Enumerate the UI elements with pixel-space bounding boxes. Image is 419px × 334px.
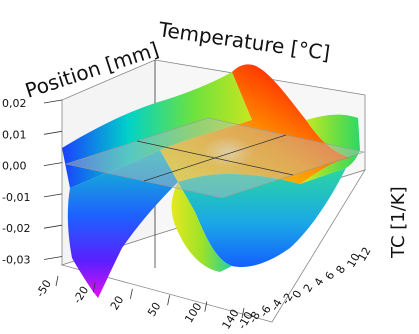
- surface-right-plateau: [300, 114, 360, 184]
- z-tick-mark: [43, 162, 63, 166]
- x-tick-label: 100: [182, 300, 204, 325]
- z-tick-label: 0,02: [2, 97, 27, 110]
- x-tick-mark: [241, 307, 245, 319]
- zero-plane-line: [143, 134, 287, 182]
- z-tick-label: -0,03: [2, 254, 30, 267]
- z-tick-label: -0,01: [2, 191, 30, 204]
- surface-front-edge: [171, 182, 232, 272]
- z-tick-mark: [43, 224, 63, 229]
- z-tick-mark: [43, 130, 63, 135]
- surface-valley: [178, 168, 346, 268]
- x-tick-mark: [130, 288, 133, 299]
- z-tick-mark: [43, 193, 63, 198]
- x-tick-label: 20: [108, 294, 126, 313]
- x-tick-label: -50: [34, 277, 55, 299]
- x-tick-label: -20: [71, 284, 92, 306]
- zero-reference-plane: [64, 117, 366, 199]
- x-tick-label: 50: [145, 300, 163, 319]
- surface-plot: [62, 64, 360, 298]
- x-tick-mark: [92, 282, 96, 293]
- x-tick-mark: [55, 275, 59, 287]
- surface-back-left: [62, 72, 252, 188]
- x-tick-mark: [167, 295, 170, 306]
- z-tick-mark: [43, 256, 63, 260]
- z-axis-label: TC [1/K]: [388, 186, 409, 259]
- surface-front-left: [67, 150, 178, 298]
- z-axis-ticks: 0,02 0,01 0,00 -0,01 -0,02 -0,03: [2, 97, 63, 267]
- z-tick-mark: [43, 99, 63, 104]
- x-tick-mark: [204, 301, 208, 312]
- z-tick-label: -0,02: [2, 222, 30, 235]
- x-axis-label: Temperature [°C]: [156, 17, 331, 65]
- z-tick-label: 0,00: [2, 160, 27, 173]
- z-tick-label: 0,01: [2, 128, 27, 141]
- y-tick-label: 12: [355, 245, 373, 264]
- y-tick-label: 10: [344, 251, 362, 270]
